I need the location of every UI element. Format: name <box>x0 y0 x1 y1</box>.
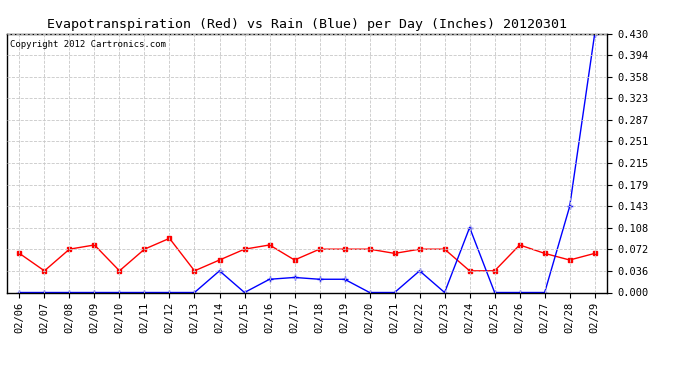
Title: Evapotranspiration (Red) vs Rain (Blue) per Day (Inches) 20120301: Evapotranspiration (Red) vs Rain (Blue) … <box>47 18 567 31</box>
Text: Copyright 2012 Cartronics.com: Copyright 2012 Cartronics.com <box>10 40 166 49</box>
